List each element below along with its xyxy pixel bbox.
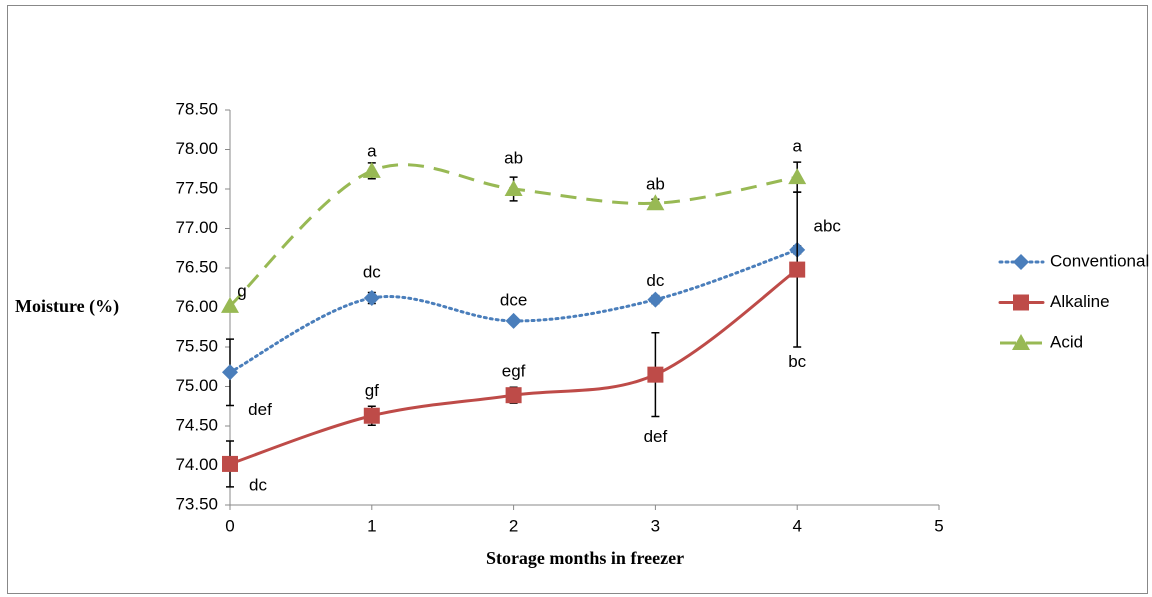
- y-axis-title: Moisture (%): [15, 296, 119, 317]
- y-tick-label: 77.00: [175, 218, 218, 237]
- point-label: egf: [502, 362, 526, 381]
- x-tick-label: 0: [225, 516, 234, 535]
- point-label: dc: [249, 475, 267, 494]
- data-point: [221, 296, 239, 313]
- y-tick-label: 77.50: [175, 178, 218, 197]
- y-tick-label: 73.50: [175, 494, 218, 513]
- legend-label: Conventional: [1050, 251, 1149, 270]
- data-point: [362, 161, 381, 178]
- data-point: [222, 455, 238, 472]
- data-point: [647, 366, 664, 383]
- x-tick-label: 5: [934, 516, 943, 535]
- data-point: [363, 290, 380, 307]
- y-tick-label: 74.00: [175, 455, 218, 474]
- data-point: [504, 180, 523, 196]
- point-label: a: [367, 141, 377, 160]
- data-point: [505, 312, 522, 329]
- data-point: [647, 291, 664, 308]
- series-line: [228, 163, 798, 308]
- data-point: [505, 387, 522, 404]
- y-tick-label: 78.00: [175, 139, 218, 158]
- y-tick-label: 75.00: [175, 376, 218, 395]
- data-point: [789, 261, 806, 278]
- point-label: a: [792, 137, 802, 156]
- x-tick-label: 3: [651, 516, 660, 535]
- x-axis-title: Storage months in freezer: [486, 548, 684, 568]
- x-tick-label: 2: [509, 516, 518, 535]
- legend-marker: [1013, 254, 1029, 270]
- point-label: dc: [363, 263, 381, 282]
- x-tick-label: 1: [367, 516, 376, 535]
- data-point: [222, 364, 238, 381]
- y-tick-label: 78.50: [175, 99, 218, 118]
- point-label: gf: [365, 381, 379, 400]
- point-label: abc: [813, 216, 841, 235]
- y-tick-label: 76.00: [175, 297, 218, 316]
- point-label: def: [644, 427, 668, 446]
- data-point: [363, 407, 380, 424]
- legend-label: Acid: [1050, 332, 1083, 351]
- point-label: dce: [500, 290, 527, 309]
- y-tick-label: 75.50: [175, 336, 218, 355]
- point-label: ab: [504, 148, 523, 167]
- point-label: g: [237, 281, 246, 300]
- point-label: def: [248, 400, 272, 419]
- legend-marker: [1012, 334, 1030, 350]
- legend-label: Alkaline: [1050, 292, 1110, 311]
- point-label: ab: [646, 175, 665, 194]
- y-tick-label: 74.50: [175, 415, 218, 434]
- chart-frame: [7, 5, 1148, 594]
- legend-marker: [1013, 294, 1029, 311]
- data-point: [788, 168, 807, 185]
- point-label: dc: [646, 271, 664, 290]
- y-tick-label: 76.50: [175, 257, 218, 276]
- data-point: [646, 194, 665, 211]
- x-tick-label: 4: [792, 516, 801, 535]
- point-label: bc: [788, 352, 806, 371]
